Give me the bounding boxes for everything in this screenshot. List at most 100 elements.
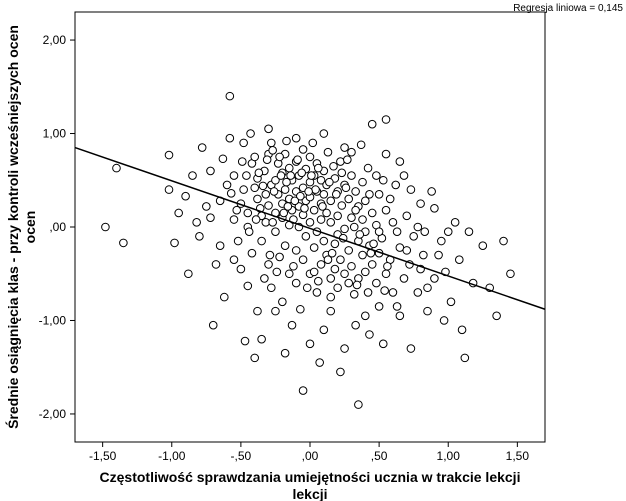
- data-point: [341, 270, 349, 278]
- data-point: [292, 134, 300, 142]
- data-point: [379, 340, 387, 348]
- data-point: [281, 186, 289, 194]
- data-point: [120, 239, 128, 247]
- data-point: [244, 209, 252, 217]
- data-point: [306, 340, 314, 348]
- data-point: [381, 287, 389, 295]
- data-point: [306, 219, 314, 227]
- data-point: [203, 203, 211, 211]
- data-point: [455, 256, 463, 264]
- data-point: [237, 265, 245, 273]
- data-point: [379, 176, 387, 184]
- data-point: [234, 237, 242, 245]
- data-point: [382, 206, 390, 214]
- data-point: [424, 284, 432, 292]
- chart-svg: -1,50-1,00-,50,00,501,001,50-2,00-1,00,0…: [0, 0, 626, 501]
- data-point: [261, 275, 269, 283]
- data-point: [198, 144, 206, 152]
- data-point: [320, 190, 328, 198]
- data-point: [461, 354, 469, 362]
- data-point: [248, 249, 256, 257]
- data-point: [392, 181, 400, 189]
- data-point: [410, 233, 418, 241]
- data-point: [435, 251, 443, 259]
- y-axis-label: Średnie osiągnięcia klas - przy kontroli…: [4, 25, 38, 429]
- data-point: [270, 188, 278, 196]
- data-point: [386, 195, 394, 203]
- data-point: [368, 261, 376, 269]
- data-point: [299, 146, 307, 154]
- data-point: [290, 262, 298, 270]
- data-point: [338, 169, 346, 177]
- data-point: [382, 270, 390, 278]
- data-point: [348, 214, 356, 222]
- data-point: [345, 247, 353, 255]
- data-point: [400, 275, 408, 283]
- data-point: [403, 212, 411, 220]
- data-point: [364, 164, 372, 172]
- data-point: [353, 281, 361, 289]
- data-point: [334, 284, 342, 292]
- data-point: [294, 156, 302, 164]
- data-point: [465, 228, 473, 236]
- data-point: [306, 153, 314, 161]
- data-point: [303, 284, 311, 292]
- data-point: [431, 205, 439, 213]
- data-point: [359, 178, 367, 186]
- data-point: [368, 120, 376, 128]
- x-tick-label: ,50: [371, 449, 388, 463]
- data-point: [230, 256, 238, 264]
- data-point: [458, 326, 466, 334]
- data-point: [370, 240, 378, 248]
- data-point: [212, 261, 220, 269]
- data-point: [417, 200, 425, 208]
- data-point: [364, 289, 372, 297]
- data-point: [407, 345, 415, 353]
- data-point: [320, 326, 328, 334]
- data-point: [219, 155, 227, 163]
- data-point: [373, 279, 381, 287]
- data-point: [403, 247, 411, 255]
- data-point: [444, 228, 452, 236]
- data-point: [420, 251, 428, 259]
- data-point: [288, 321, 296, 329]
- data-point: [396, 158, 404, 166]
- data-point: [359, 216, 367, 224]
- data-point: [258, 237, 266, 245]
- scatter-chart: -1,50-1,00-,50,00,501,001,50-2,00-1,00,0…: [0, 0, 626, 501]
- data-point: [316, 359, 324, 367]
- data-point: [317, 216, 325, 224]
- data-point: [165, 186, 173, 194]
- data-point: [342, 184, 350, 192]
- data-point: [245, 228, 253, 236]
- data-point: [281, 349, 289, 357]
- data-point: [285, 164, 293, 172]
- data-point: [341, 225, 349, 233]
- data-point: [226, 134, 234, 142]
- data-point: [479, 242, 487, 250]
- data-point: [361, 268, 369, 276]
- data-point: [113, 164, 121, 172]
- plot-area-border: [75, 12, 545, 442]
- data-point: [438, 237, 446, 245]
- data-point: [382, 150, 390, 158]
- data-point: [393, 303, 401, 311]
- data-point: [220, 293, 228, 301]
- data-point: [281, 242, 289, 250]
- data-point: [240, 139, 248, 147]
- data-point: [308, 172, 316, 180]
- data-point: [327, 197, 335, 205]
- data-point: [302, 233, 310, 241]
- data-point: [326, 178, 334, 186]
- data-point: [262, 190, 270, 198]
- data-point: [310, 244, 318, 252]
- data-point: [301, 205, 309, 213]
- y-tick-label: 2,00: [43, 33, 67, 47]
- data-point: [207, 214, 215, 222]
- data-point: [223, 181, 231, 189]
- data-point: [421, 228, 429, 236]
- data-point: [276, 253, 284, 261]
- data-point: [389, 219, 397, 227]
- data-point: [428, 188, 436, 196]
- data-point: [230, 172, 238, 180]
